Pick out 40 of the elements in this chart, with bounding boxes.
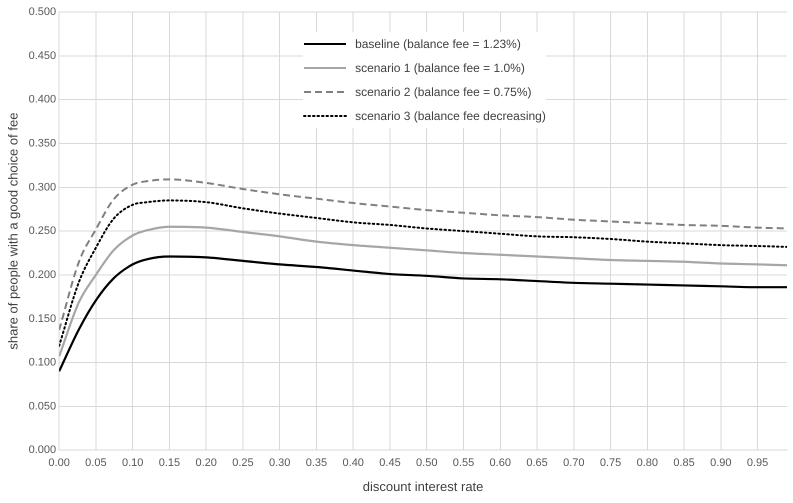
x-tick-label: 0.30 (268, 456, 290, 469)
x-tick-label: 0.45 (379, 456, 401, 469)
x-tick-label: 0.40 (342, 456, 364, 469)
x-tick-label: 0.20 (195, 456, 217, 469)
x-tick-label: 0.75 (600, 456, 622, 469)
y-tick-label: 0.400 (28, 94, 56, 106)
legend-label: baseline (balance fee = 1.23%) (355, 37, 521, 51)
x-tick-label: 0.70 (563, 456, 584, 469)
y-axis-title: share of people with a good choice of fee (5, 112, 20, 350)
x-tick-label: 0.15 (158, 456, 180, 469)
y-tick-label: 0.300 (28, 181, 56, 194)
line-series (59, 255, 787, 372)
y-tick-label: 0.050 (28, 400, 56, 412)
x-tick-label: 0.90 (710, 456, 732, 469)
x-tick-label: 0.60 (490, 456, 511, 469)
x-tick-label: 0.05 (85, 456, 107, 469)
x-axis-title: discount interest rate (362, 478, 484, 494)
x-tick-label: 0.55 (452, 456, 474, 469)
y-tick-label: 0.150 (28, 312, 56, 325)
x-tick-label: 0.65 (526, 456, 548, 469)
y-tick-label: 0.350 (28, 137, 56, 150)
legend-label: scenario 3 (balance fee decreasing) (355, 109, 546, 123)
legend-label: scenario 2 (balance fee = 0.75%) (355, 85, 532, 99)
x-tick-label: 0.50 (416, 456, 438, 469)
line-series (59, 226, 787, 358)
x-tick-label: 0.95 (746, 456, 768, 469)
y-tick-label: 0.450 (28, 50, 56, 62)
x-tick-label: 0.80 (636, 456, 658, 469)
x-tick-label: 0.85 (673, 456, 695, 469)
x-tick-label: 0.10 (122, 456, 144, 469)
y-tick-label: 0.250 (28, 225, 56, 238)
legend-label: scenario 1 (balance fee = 1.0%) (355, 61, 525, 75)
line-series (59, 199, 787, 347)
y-tick-label: 0.500 (28, 6, 56, 18)
x-tick-label: 0.00 (48, 456, 70, 469)
y-tick-label: 0.200 (28, 268, 56, 281)
y-tick-label: 0.000 (28, 444, 56, 456)
x-tick-label: 0.35 (306, 456, 328, 469)
y-tick-label: 0.100 (28, 356, 56, 369)
x-tick-label: 0.25 (232, 456, 254, 469)
